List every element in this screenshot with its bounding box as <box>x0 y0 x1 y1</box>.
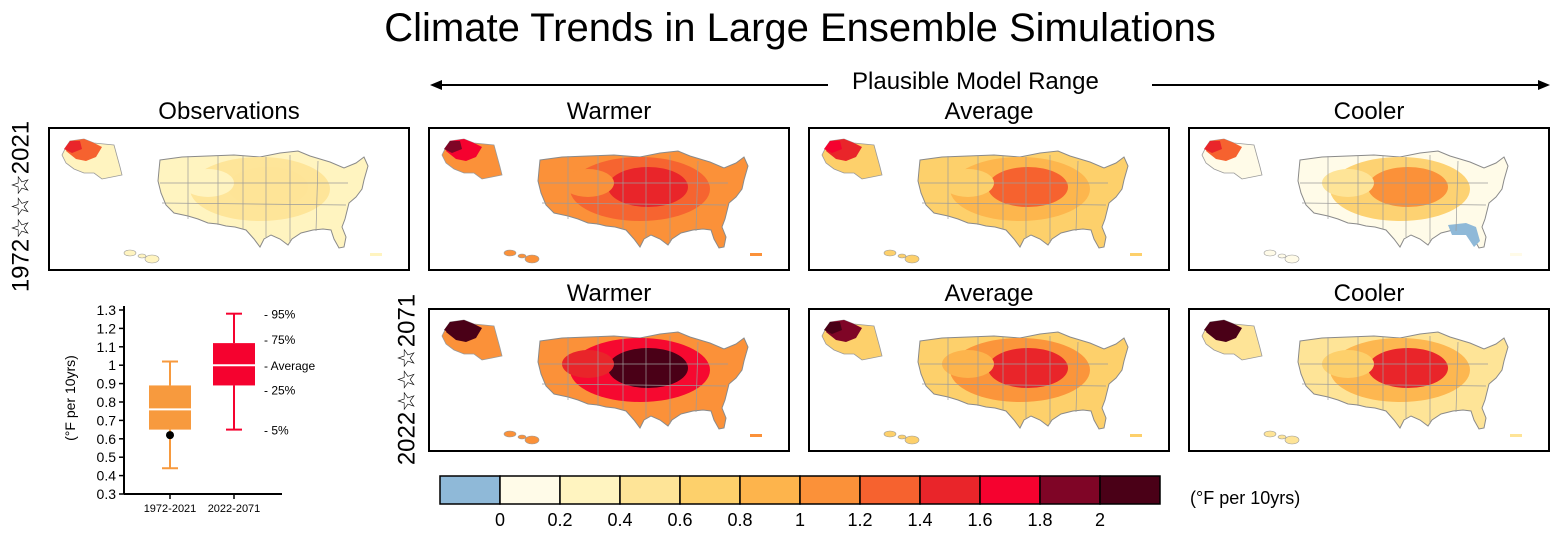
colorbar-unit: (°F per 10yrs) <box>1190 488 1301 508</box>
colorbar-swatch-8 <box>919 475 981 505</box>
map-warmer-1972-2021 <box>428 127 790 271</box>
colorbar-swatch-9 <box>979 475 1041 505</box>
colorbar-tick-3: 0.6 <box>667 510 693 530</box>
colorbar-tick-8: 1.6 <box>967 510 993 530</box>
panel-title-warmer-2: Warmer <box>566 280 652 307</box>
colorbar-swatch-4 <box>679 475 741 505</box>
box-xtick-label-1: 2022-2071 <box>208 503 261 515</box>
box-ytick-label-1: 0.4 <box>97 468 117 484</box>
panel-title-average-1: Average <box>944 98 1034 125</box>
box-ytick-label-7: 1 <box>108 357 116 373</box>
map-cooler-1972-2021 <box>1188 127 1550 271</box>
box-plot-ylabel: (°F per 10yrs) <box>62 355 78 441</box>
range-label: Plausible Model Range <box>852 68 1099 95</box>
row-label-2022-2071: 2022☆☆☆2071 <box>393 293 421 466</box>
panel-title-cooler-1: Cooler <box>1333 98 1405 125</box>
colorbar-tick-9: 1.8 <box>1027 510 1053 530</box>
map-cooler-2022-2071 <box>1188 308 1550 452</box>
map-graphic <box>821 319 1142 445</box>
colorbar-tick-5: 1 <box>794 510 806 530</box>
map-graphic <box>1201 138 1522 264</box>
range-arrow-right-head <box>1538 80 1550 90</box>
colorbar-swatch-10 <box>1039 475 1101 505</box>
box-ytick-label-0: 0.3 <box>97 486 117 502</box>
panel-title-cooler-2: Cooler <box>1333 280 1405 307</box>
colorbar-tick-10: 2 <box>1094 510 1106 530</box>
colorbar-swatch-2 <box>559 475 621 505</box>
map-graphic <box>441 319 762 445</box>
range-arrow-left-head <box>430 80 442 90</box>
colorbar-swatch-6 <box>799 475 861 505</box>
map-average-1972-2021 <box>808 127 1170 271</box>
box-ytick-label-4: 0.7 <box>97 412 117 428</box>
colorbar-tick-4: 0.8 <box>727 510 753 530</box>
panel-title-average-2: Average <box>944 280 1034 307</box>
map-average-2022-2071 <box>808 308 1170 452</box>
colorbar-tick-0: 0 <box>494 510 506 530</box>
colorbar-tick-1: 0.2 <box>547 510 573 530</box>
box-iqr-0 <box>149 385 191 430</box>
map-graphic <box>1201 319 1522 445</box>
map-warmer-2022-2071 <box>428 308 790 452</box>
colorbar-swatch-3 <box>619 475 681 505</box>
box-ytick-label-9: 1.2 <box>97 320 117 336</box>
box-ytick-label-2: 0.5 <box>97 449 117 465</box>
colorbar-swatch-11 <box>1099 475 1161 505</box>
box-observed-dot-0 <box>166 431 174 440</box>
box-ytick-label-8: 1.1 <box>97 339 117 355</box>
colorbar-swatch-7 <box>859 475 921 505</box>
map-graphic <box>821 138 1142 264</box>
box-annotation-1: - 75% <box>264 333 296 347</box>
colorbar-swatch-1 <box>499 475 561 505</box>
box-annotation-3: - 25% <box>264 383 296 397</box>
row-label-1972-2021: 1972☆☆☆2021 <box>7 120 35 293</box>
panel-title-warmer-1: Warmer <box>566 98 652 125</box>
colorbar-tick-6: 1.2 <box>847 510 873 530</box>
map-observations-1972-2021 <box>48 127 410 271</box>
map-graphic <box>61 138 382 264</box>
colorbar <box>439 475 1161 505</box>
observations-title: Observations <box>158 98 300 125</box>
box-2022-2071 <box>213 312 255 431</box>
box-xtick-label-0: 1972-2021 <box>144 503 197 515</box>
box-annotation-2: - Average <box>264 359 315 373</box>
box-plot: 0.3 0.4 0.5 0.6 0.7 0.8 0.9 1 1.1 1.2 1.3 1972-2021… <box>97 302 316 515</box>
figure-title: Climate Trends in Large Ensemble Simulat… <box>384 6 1216 50</box>
colorbar-swatch-5 <box>739 475 801 505</box>
colorbar-tick-7: 1.4 <box>907 510 933 530</box>
range-arrow <box>430 80 1550 90</box>
colorbar-tick-labels: 0 0.2 0.4 0.6 0.8 1 1.2 1.4 1.6 1.8 2 <box>0 510 1562 534</box>
box-ytick-label-6: 0.9 <box>97 376 117 392</box>
map-graphic <box>441 138 762 264</box>
colorbar-tick-2: 0.4 <box>607 510 633 530</box>
box-annotation-4: - 5% <box>264 424 289 438</box>
box-1972-2021 <box>149 360 191 470</box>
box-ytick-label-3: 0.6 <box>97 431 117 447</box>
box-ytick-label-10: 1.3 <box>97 302 117 318</box>
colorbar-swatch-0 <box>439 475 501 505</box>
box-ytick-label-5: 0.8 <box>97 394 117 410</box>
box-annotation-0: - 95% <box>264 308 296 322</box>
